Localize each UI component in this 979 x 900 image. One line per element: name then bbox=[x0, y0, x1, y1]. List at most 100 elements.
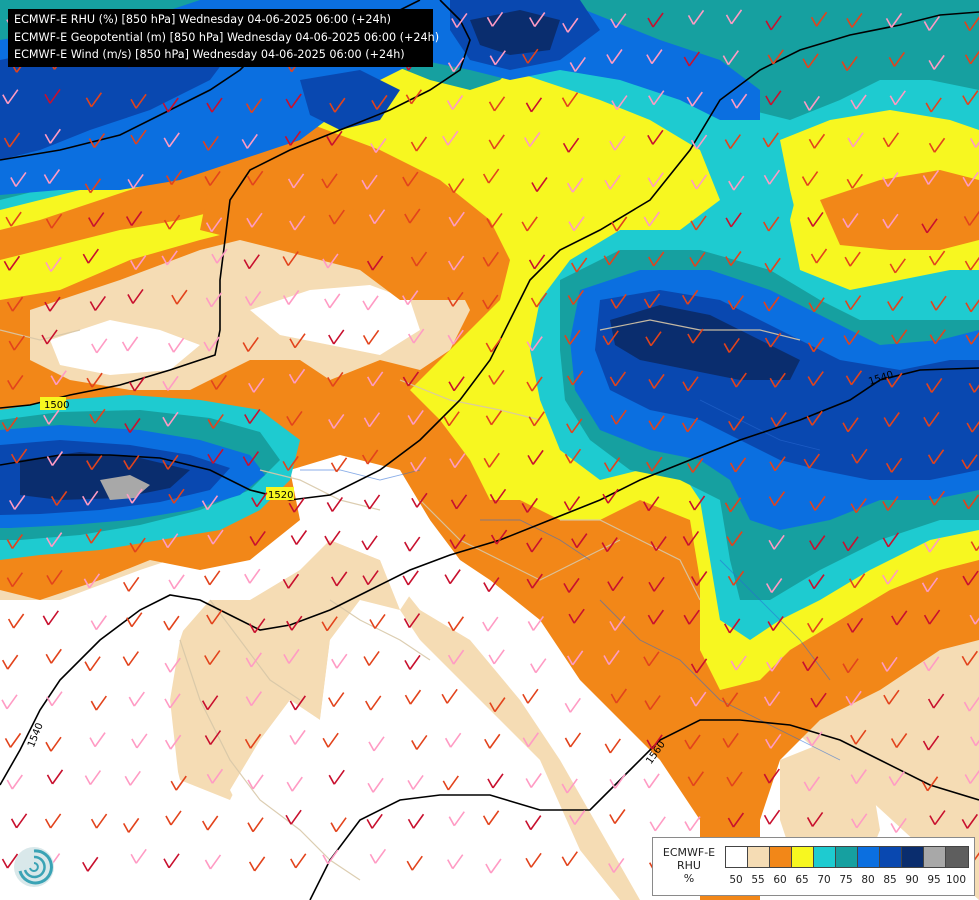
wind-barb bbox=[488, 649, 505, 665]
legend-label-variable: RHU bbox=[677, 859, 701, 872]
wind-barb bbox=[485, 410, 503, 426]
wind-barb bbox=[690, 134, 708, 150]
legend-ticks: 50 55 60 65 70 75 80 85 90 95 100 bbox=[725, 874, 971, 888]
wind-barb bbox=[611, 95, 628, 111]
wind-barb bbox=[244, 733, 262, 749]
wind-barb bbox=[806, 410, 823, 426]
wind-barb bbox=[403, 613, 421, 629]
wind-barb bbox=[162, 411, 179, 427]
wind-barb bbox=[842, 658, 859, 674]
wind-barb bbox=[122, 651, 139, 667]
wind-barb bbox=[130, 129, 147, 145]
wind-barb bbox=[890, 733, 908, 748]
wind-barb bbox=[566, 418, 583, 434]
wind-barb bbox=[44, 88, 61, 104]
wind-barb bbox=[210, 374, 227, 390]
wind-barb bbox=[602, 488, 619, 504]
wind-barb bbox=[682, 530, 700, 546]
legend-swatch bbox=[748, 847, 770, 867]
wind-barb bbox=[690, 658, 708, 674]
wind-barb bbox=[566, 370, 584, 386]
wind-barb bbox=[806, 731, 823, 747]
wind-barb bbox=[806, 811, 824, 827]
wind-barb bbox=[727, 295, 745, 311]
wind-barb bbox=[644, 695, 661, 711]
wind-barb bbox=[562, 137, 580, 153]
wind-barb bbox=[289, 215, 306, 231]
wind-barb bbox=[609, 773, 626, 789]
wind-barb bbox=[648, 373, 665, 389]
contour-label-500: 1500 bbox=[44, 400, 69, 411]
wind-barb bbox=[643, 211, 660, 227]
wind-barb bbox=[282, 290, 300, 305]
wind-barb bbox=[567, 289, 584, 305]
wind-barb bbox=[730, 93, 748, 109]
legend-tick: 100 bbox=[945, 874, 967, 886]
wind-barb bbox=[2, 89, 19, 105]
wind-barb bbox=[689, 251, 706, 267]
wind-barb bbox=[249, 530, 266, 546]
wind-barb bbox=[89, 408, 106, 424]
wind-barb bbox=[489, 50, 506, 66]
wind-barb bbox=[407, 328, 425, 344]
wind-barb bbox=[447, 255, 465, 271]
wind-barb bbox=[521, 497, 538, 513]
wind-barb bbox=[163, 615, 180, 631]
wind-barb bbox=[447, 854, 464, 870]
wind-barb bbox=[526, 537, 543, 553]
wind-barb bbox=[646, 49, 663, 65]
wind-barb bbox=[730, 372, 747, 388]
wind-barb bbox=[561, 92, 579, 108]
wind-barb bbox=[763, 768, 780, 784]
wind-barb bbox=[963, 210, 979, 226]
wind-barb bbox=[410, 251, 428, 267]
wind-barb bbox=[441, 688, 458, 704]
wind-barb bbox=[84, 770, 102, 786]
legend-tick: 75 bbox=[839, 874, 853, 886]
wind-barb bbox=[603, 250, 620, 266]
wind-barb bbox=[444, 732, 462, 748]
wind-barb bbox=[526, 376, 543, 392]
wind-barb bbox=[769, 372, 786, 388]
wind-barb bbox=[405, 89, 423, 105]
legend-swatch bbox=[858, 847, 880, 867]
wind-barb bbox=[643, 496, 660, 512]
wind-barb bbox=[367, 777, 384, 793]
wind-barb bbox=[809, 495, 826, 511]
wind-barb bbox=[326, 496, 344, 512]
wind-barb bbox=[206, 609, 223, 625]
wind-barb bbox=[569, 56, 586, 72]
wind-barb bbox=[371, 94, 388, 110]
wind-barb bbox=[850, 498, 867, 514]
wind-barb bbox=[206, 768, 224, 784]
wind-barb bbox=[88, 133, 106, 149]
wind-barb bbox=[687, 328, 704, 344]
wind-barb bbox=[882, 132, 900, 148]
wind-barb bbox=[569, 810, 586, 825]
wind-barb bbox=[484, 733, 501, 749]
wind-barb bbox=[6, 534, 24, 549]
wind-barb bbox=[85, 528, 102, 544]
contour-1500-b bbox=[0, 0, 471, 409]
wind-barb bbox=[45, 256, 62, 272]
wind-barb bbox=[929, 329, 946, 345]
wind-barb bbox=[286, 776, 303, 792]
legend-tick: 50 bbox=[729, 874, 743, 886]
wind-barb bbox=[368, 736, 385, 752]
wind-barb bbox=[88, 212, 105, 228]
wind-barb bbox=[84, 656, 101, 672]
wind-barb bbox=[648, 576, 665, 592]
wind-barb bbox=[807, 211, 824, 227]
wind-barb bbox=[482, 616, 499, 632]
wind-barb bbox=[329, 97, 346, 113]
wind-barb bbox=[886, 372, 903, 388]
wind-barb bbox=[447, 616, 465, 632]
legend-label-model: ECMWF-E bbox=[662, 846, 716, 859]
wind-barb bbox=[451, 12, 468, 28]
wind-barb bbox=[46, 769, 64, 785]
wind-barb bbox=[46, 451, 64, 466]
wind-barb bbox=[201, 495, 219, 511]
wind-barb bbox=[6, 572, 24, 588]
wind-barb bbox=[684, 816, 701, 832]
